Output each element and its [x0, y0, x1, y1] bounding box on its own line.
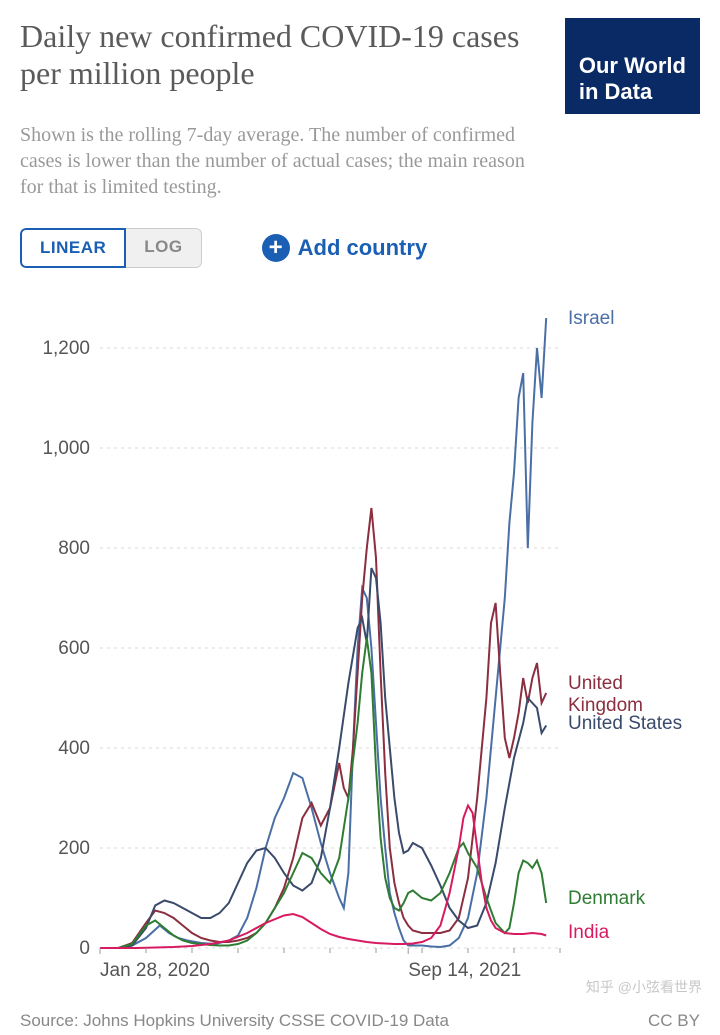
license-text: CC BY [648, 1011, 700, 1031]
add-country-button[interactable]: + Add country [262, 234, 428, 262]
series-label[interactable]: Denmark [568, 888, 646, 909]
series-label[interactable]: Israel [568, 308, 614, 329]
chart-subtitle: Shown is the rolling 7-day average. The … [20, 122, 540, 200]
y-tick-label: 0 [79, 938, 90, 959]
series-united-states[interactable] [100, 568, 546, 948]
y-tick-label: 1,200 [42, 338, 90, 359]
chart-title: Daily new confirmed COVID-19 cases per m… [20, 18, 540, 92]
series-label[interactable]: India [568, 922, 610, 943]
y-tick-label: 600 [58, 638, 90, 659]
y-tick-label: 800 [58, 538, 90, 559]
series-label[interactable]: United States [568, 713, 682, 734]
scale-toggle: LINEAR LOG [20, 228, 202, 268]
owid-logo: Our Worldin Data [565, 18, 700, 114]
linear-button[interactable]: LINEAR [20, 228, 126, 268]
series-israel[interactable] [100, 318, 546, 948]
y-tick-label: 400 [58, 738, 90, 759]
x-tick-label: Sep 14, 2021 [408, 960, 521, 981]
series-label[interactable]: United [568, 673, 623, 694]
y-tick-label: 200 [58, 838, 90, 859]
series-united-kingdom[interactable] [100, 508, 546, 948]
line-chart: 02004006008001,0001,200IsraelUnitedKingd… [20, 288, 700, 988]
add-country-label: Add country [298, 235, 428, 261]
y-tick-label: 1,000 [42, 438, 90, 459]
log-button[interactable]: LOG [126, 228, 201, 268]
source-text: Source: Johns Hopkins University CSSE CO… [20, 1011, 449, 1031]
x-tick-label: Jan 28, 2020 [100, 960, 210, 981]
watermark: 知乎 @小弦看世界 [586, 977, 702, 997]
plus-icon: + [262, 234, 290, 262]
